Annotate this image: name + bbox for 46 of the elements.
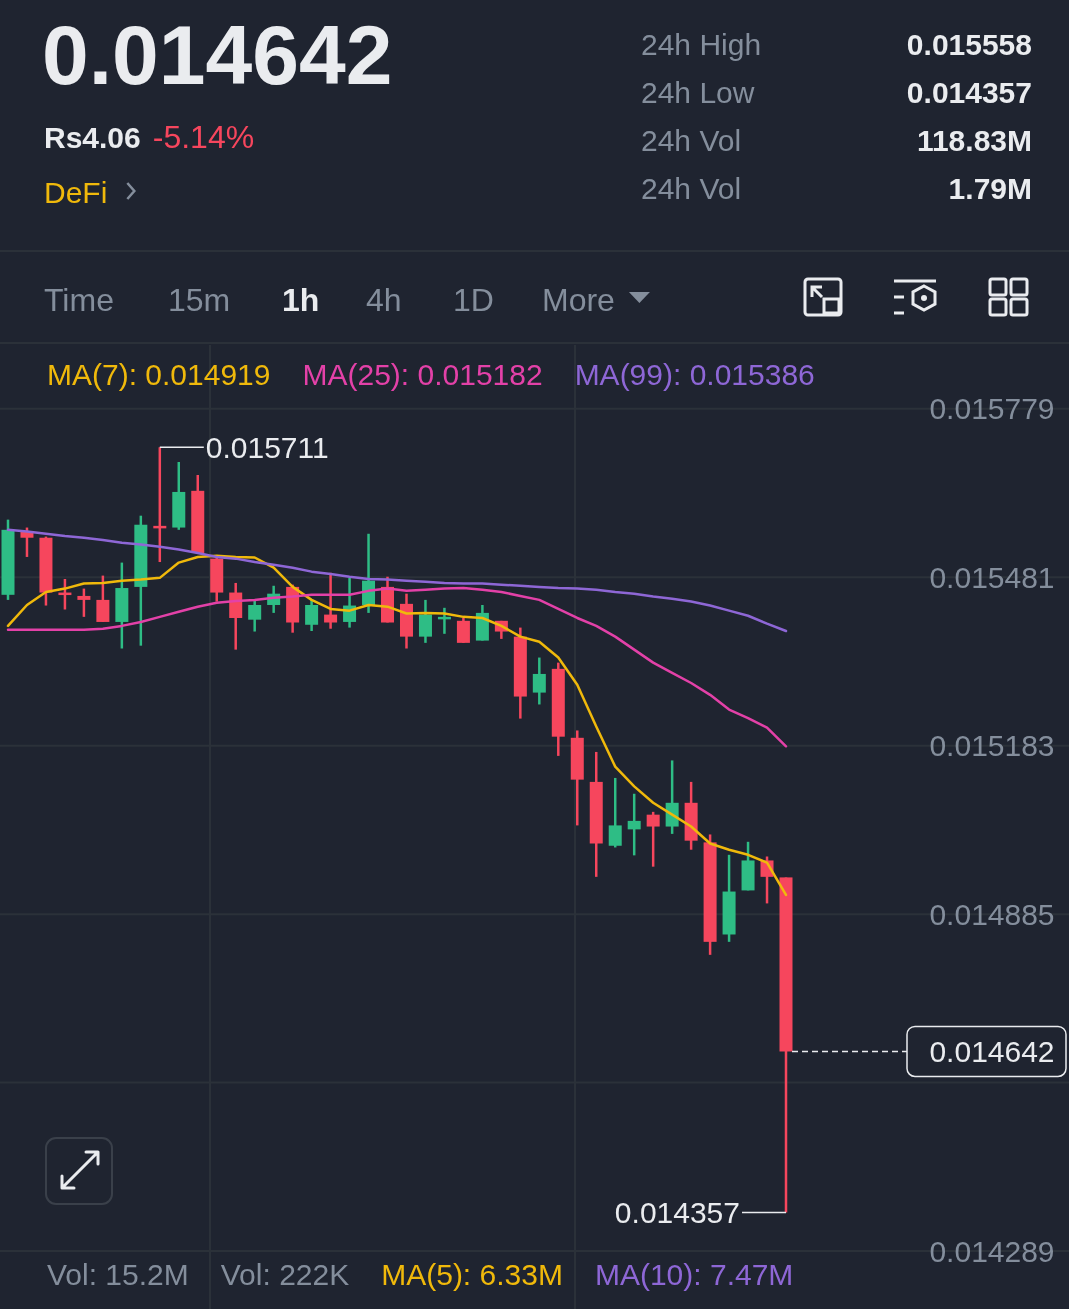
candlestick [646,810,660,868]
candlestick [305,598,319,633]
text: MA(10): 7.47M [594,1258,794,1291]
text: 0.015558 [906,28,1032,61]
candlestick [532,656,546,706]
candlestick [248,599,262,633]
text: MA(7): 0.014919 [47,358,271,391]
text: 15m [168,282,231,318]
y-tick-label: 0.015779 [929,392,1055,426]
candlestick [77,587,91,619]
text: 1h [282,282,320,318]
candlestick [96,574,110,624]
text: Time [44,282,114,318]
text: Vol: 15.2M [47,1258,189,1291]
annotation: 0.014357 [614,1196,740,1230]
text: 118.83M [916,124,1032,157]
text: MA(5): 6.33M [381,1258,563,1291]
line-series [6,586,788,748]
candlestick [456,616,470,645]
candlestick [418,598,432,645]
chart-title: 0.014642 [42,8,393,102]
candlestick [608,776,622,849]
candlestick [627,792,641,857]
text: 24h Vol [641,124,742,157]
ref-line-label: 0.014642 [929,1034,1055,1068]
text: 24h Vol [641,172,742,205]
text: Rs4.06 [44,121,141,154]
y-tick-label: 0.014289 [929,1234,1055,1268]
text: Vol: 222K [220,1258,350,1291]
text: 0.014357 [906,76,1032,109]
line-series [6,528,788,633]
line-series [6,554,788,897]
text: 1.79M [948,172,1032,205]
text: More [542,282,615,318]
text: 4h [366,282,402,318]
text: MA(25): 0.015182 [302,358,543,391]
text: 1D [453,282,494,318]
text: MA(99): 0.015386 [574,358,815,391]
text: DeFi [44,176,108,209]
text: -5.14% [152,119,255,155]
text: 24h High [641,28,762,61]
y-tick-label: 0.014885 [929,897,1055,931]
text: 24h Low [641,76,755,109]
y-tick-label: 0.015481 [929,560,1055,594]
y-tick-label: 0.015183 [929,729,1055,763]
annotation: 0.015711 [205,430,329,464]
